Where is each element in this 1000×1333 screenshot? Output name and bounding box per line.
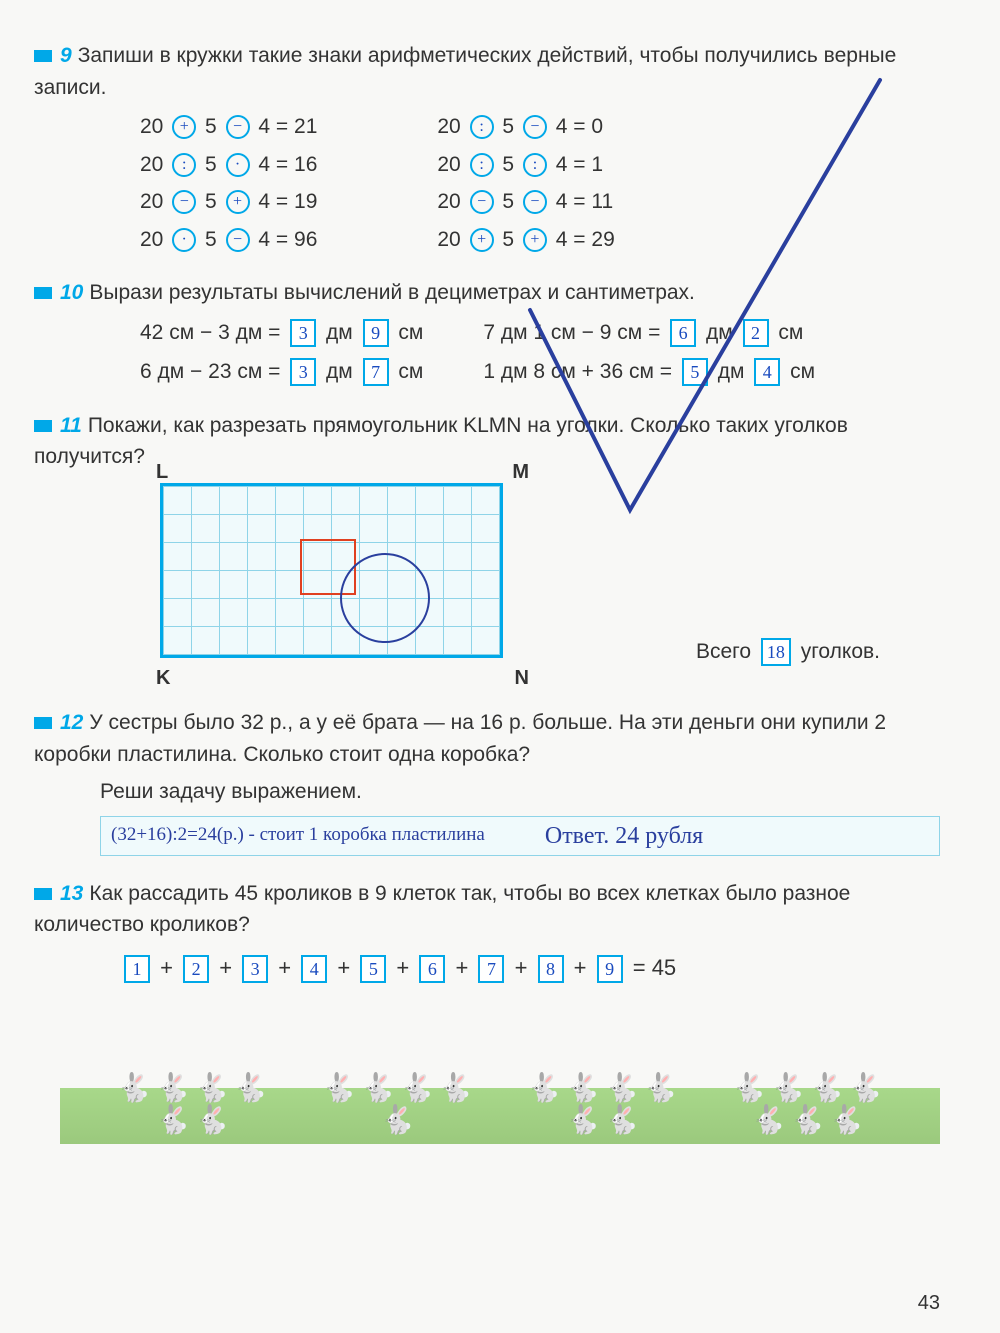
corner-l: L xyxy=(156,457,168,487)
working: (32+16):2=24(р.) - стоит 1 коробка пласт… xyxy=(111,821,485,850)
task-number: 11 xyxy=(60,414,82,437)
marker-icon xyxy=(34,420,52,432)
total-value: 18 xyxy=(761,638,791,666)
task-text: Запиши в кружки такие знаки арифметическ… xyxy=(34,44,896,99)
task-9: 9Запиши в кружки такие знаки арифметичес… xyxy=(60,40,940,255)
task-number: 12 xyxy=(60,711,83,734)
task-number: 10 xyxy=(60,281,83,304)
corner-k: K xyxy=(156,663,170,693)
task-subtext: Реши задачу выражением. xyxy=(60,776,940,808)
marker-icon xyxy=(34,50,52,62)
task-10: 10 Вырази результаты вычислений в децимет… xyxy=(60,277,940,388)
task-11: 11Покажи, как разрезать прямоугольник KL… xyxy=(60,410,940,668)
answer-label: Ответ. xyxy=(545,823,609,849)
corner-n: N xyxy=(515,663,529,693)
task-number: 9 xyxy=(60,44,72,67)
total-unit: уголков. xyxy=(801,640,880,663)
equations-left: 20 + 5 − 4 = 2120 : 5 · 4 = 1620 − 5 + 4… xyxy=(140,111,317,255)
task-12: 12У сестры было 32 р., а у её брата — на… xyxy=(60,707,940,856)
corner-m: M xyxy=(512,457,529,487)
answer-strip: (32+16):2=24(р.) - стоит 1 коробка пласт… xyxy=(100,816,940,856)
equations-right: 20 : 5 − 4 = 020 : 5 : 4 = 120 − 5 − 4 =… xyxy=(437,111,614,255)
page-number: 43 xyxy=(918,1292,940,1315)
marker-icon xyxy=(34,287,52,299)
task-13: 13Как рассадить 45 кроликов в 9 клеток т… xyxy=(60,878,940,1144)
marker-icon xyxy=(34,888,52,900)
task-text: Как рассадить 45 кроликов в 9 клеток так… xyxy=(34,882,850,937)
total-label: Всего xyxy=(696,640,751,663)
task-text: Вырази результаты вычислений в дециметра… xyxy=(89,281,695,304)
rabbits-illustration: 🐇🐇🐇 🐇🐇🐇 🐇🐇🐇 🐇🐇 🐇🐇🐇 🐇🐇🐇 🐇🐇🐇 🐇🐇🐇 🐇 xyxy=(60,1004,940,1144)
answer-value: 24 рубля xyxy=(615,823,703,849)
marker-icon xyxy=(34,717,52,729)
task-text: У сестры было 32 р., а у её брата — на 1… xyxy=(34,711,886,766)
sum-expression: 1 + 2 + 3 + 4 + 5 + 6 + 7 + 8 + 9 = 45 xyxy=(60,951,940,984)
task-number: 13 xyxy=(60,882,83,905)
rectangle-grid xyxy=(160,483,503,658)
